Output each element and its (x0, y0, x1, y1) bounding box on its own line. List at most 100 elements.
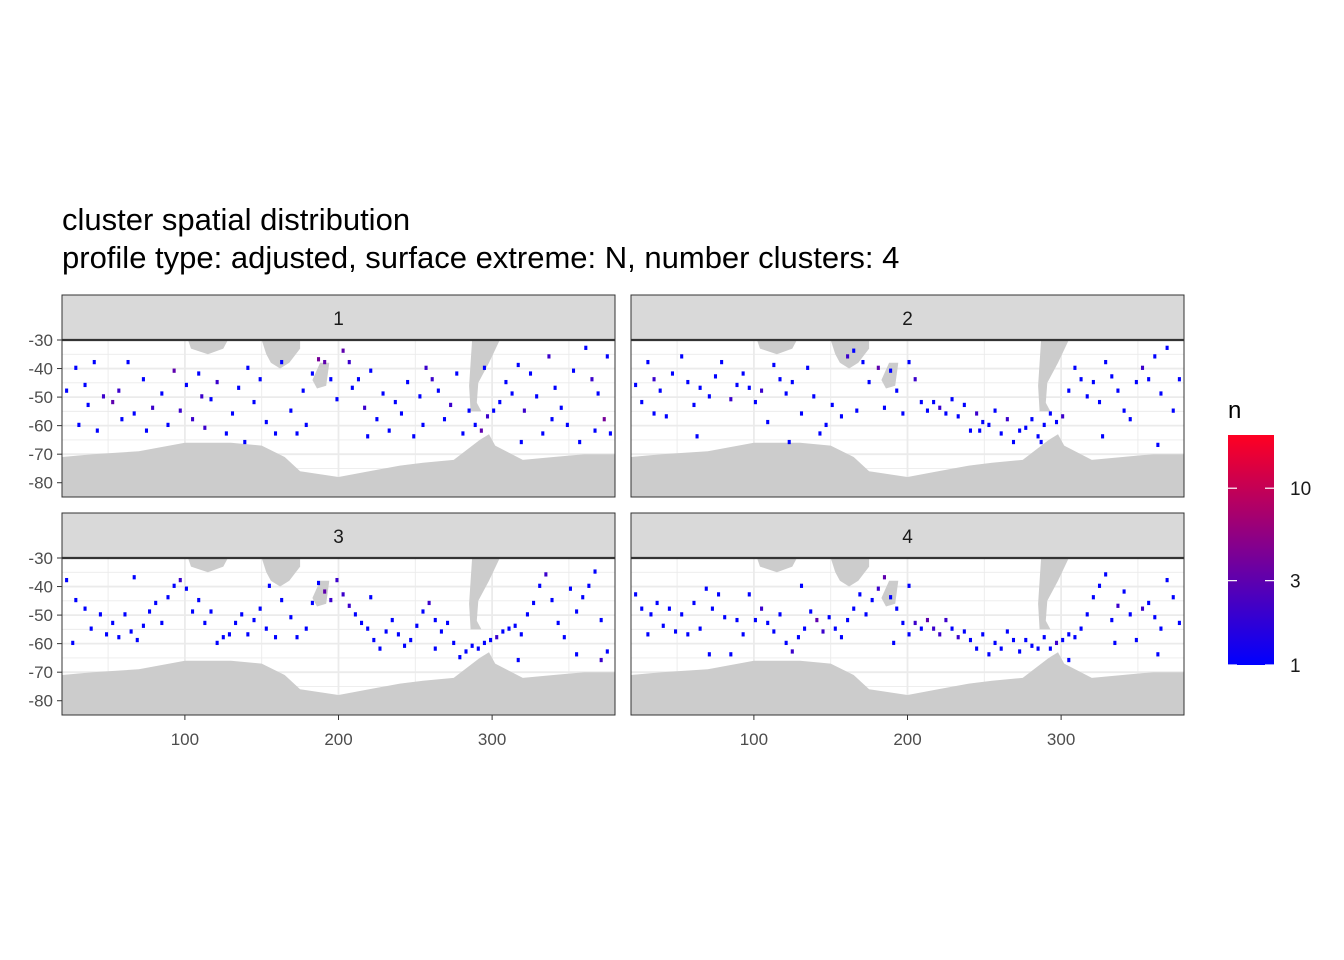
data-cell (1067, 388, 1071, 393)
data-cell (652, 411, 656, 416)
data-cell (553, 385, 557, 390)
south-america-land (461, 340, 500, 412)
data-cell (608, 431, 612, 436)
data-cell (999, 646, 1003, 651)
data-cell (809, 609, 813, 614)
data-cell (753, 617, 757, 623)
australia-land (830, 340, 870, 369)
data-cell (661, 623, 665, 628)
data-cell (1104, 359, 1108, 365)
data-cell (839, 635, 843, 640)
data-cell (1140, 606, 1145, 611)
data-cell (378, 646, 382, 651)
data-cell (120, 417, 124, 422)
data-cell (92, 359, 96, 365)
data-cell (387, 428, 391, 433)
data-cell (846, 354, 850, 359)
data-cell (602, 417, 606, 422)
data-cell (729, 652, 733, 657)
data-cell (667, 606, 671, 611)
data-cell (295, 431, 299, 436)
facet-panel-1: 1 -30 -40 -50 -60 -70 -80 (28, 294, 616, 498)
facet-strip-4 (630, 512, 1185, 559)
data-cell (304, 626, 308, 631)
data-cell (246, 365, 250, 370)
data-cell (329, 597, 333, 603)
data-cell (95, 428, 99, 433)
data-cell (993, 408, 997, 413)
data-cell (203, 425, 207, 430)
data-cell (132, 411, 136, 416)
africa-land (188, 558, 228, 573)
data-cell (1061, 637, 1065, 643)
data-cell (1036, 646, 1040, 651)
data-cell (747, 385, 751, 390)
data-cell (433, 646, 437, 651)
data-cell (1079, 626, 1083, 631)
data-cell (803, 626, 807, 631)
y-tick-label: -80 (28, 474, 53, 493)
data-cell (855, 408, 859, 413)
data-cell (605, 649, 609, 654)
data-cell (522, 408, 526, 413)
data-cell (584, 345, 588, 350)
data-cell (707, 394, 711, 399)
data-cell (154, 600, 158, 606)
data-cell (237, 385, 241, 390)
data-cell (264, 626, 268, 631)
data-cell (363, 405, 367, 410)
data-cell (455, 371, 459, 376)
africa-land (757, 558, 797, 573)
data-cell (421, 422, 425, 428)
data-cell (889, 595, 893, 600)
data-cell (151, 405, 155, 410)
y-tick-label: -40 (28, 578, 53, 597)
data-cell (692, 402, 696, 408)
data-cell (812, 394, 816, 399)
data-cell (1061, 414, 1065, 419)
data-cell (593, 428, 597, 433)
y-tick-label: -70 (28, 663, 53, 682)
data-cell (1085, 394, 1089, 399)
data-cell (427, 600, 431, 606)
data-cell (289, 615, 293, 620)
data-cell (510, 391, 514, 396)
data-cell (790, 379, 794, 385)
data-cell (1104, 572, 1108, 577)
data-cell (741, 632, 745, 637)
data-cell (390, 617, 394, 623)
data-cell (892, 640, 896, 646)
data-cell (230, 411, 235, 416)
data-cell (341, 348, 345, 353)
data-cell (1097, 399, 1102, 405)
data-cell (747, 592, 751, 597)
data-cell (818, 431, 822, 436)
data-cell (575, 652, 579, 657)
data-cell (304, 422, 308, 428)
data-cell (160, 620, 164, 626)
data-cell (919, 399, 923, 405)
data-cell (1036, 434, 1040, 439)
data-cell (882, 575, 886, 580)
data-cell (901, 411, 905, 416)
data-cell (482, 640, 486, 646)
data-cell (968, 637, 973, 643)
data-cell (599, 657, 603, 663)
new-zealand-land (312, 362, 330, 389)
data-cell (532, 600, 536, 606)
data-cell (907, 359, 911, 365)
x-tick-label: 300 (1047, 730, 1075, 749)
data-cell (1147, 600, 1151, 606)
data-cell (895, 388, 899, 393)
data-cell (710, 606, 714, 611)
data-cell (129, 629, 133, 634)
data-cell (519, 632, 523, 637)
data-cell (77, 422, 81, 428)
data-cell (166, 595, 170, 600)
data-cell (516, 657, 520, 663)
data-cell (1005, 417, 1009, 422)
data-cell (316, 357, 321, 362)
data-cell (243, 439, 247, 445)
data-cell (950, 397, 954, 402)
data-cell (458, 655, 462, 660)
